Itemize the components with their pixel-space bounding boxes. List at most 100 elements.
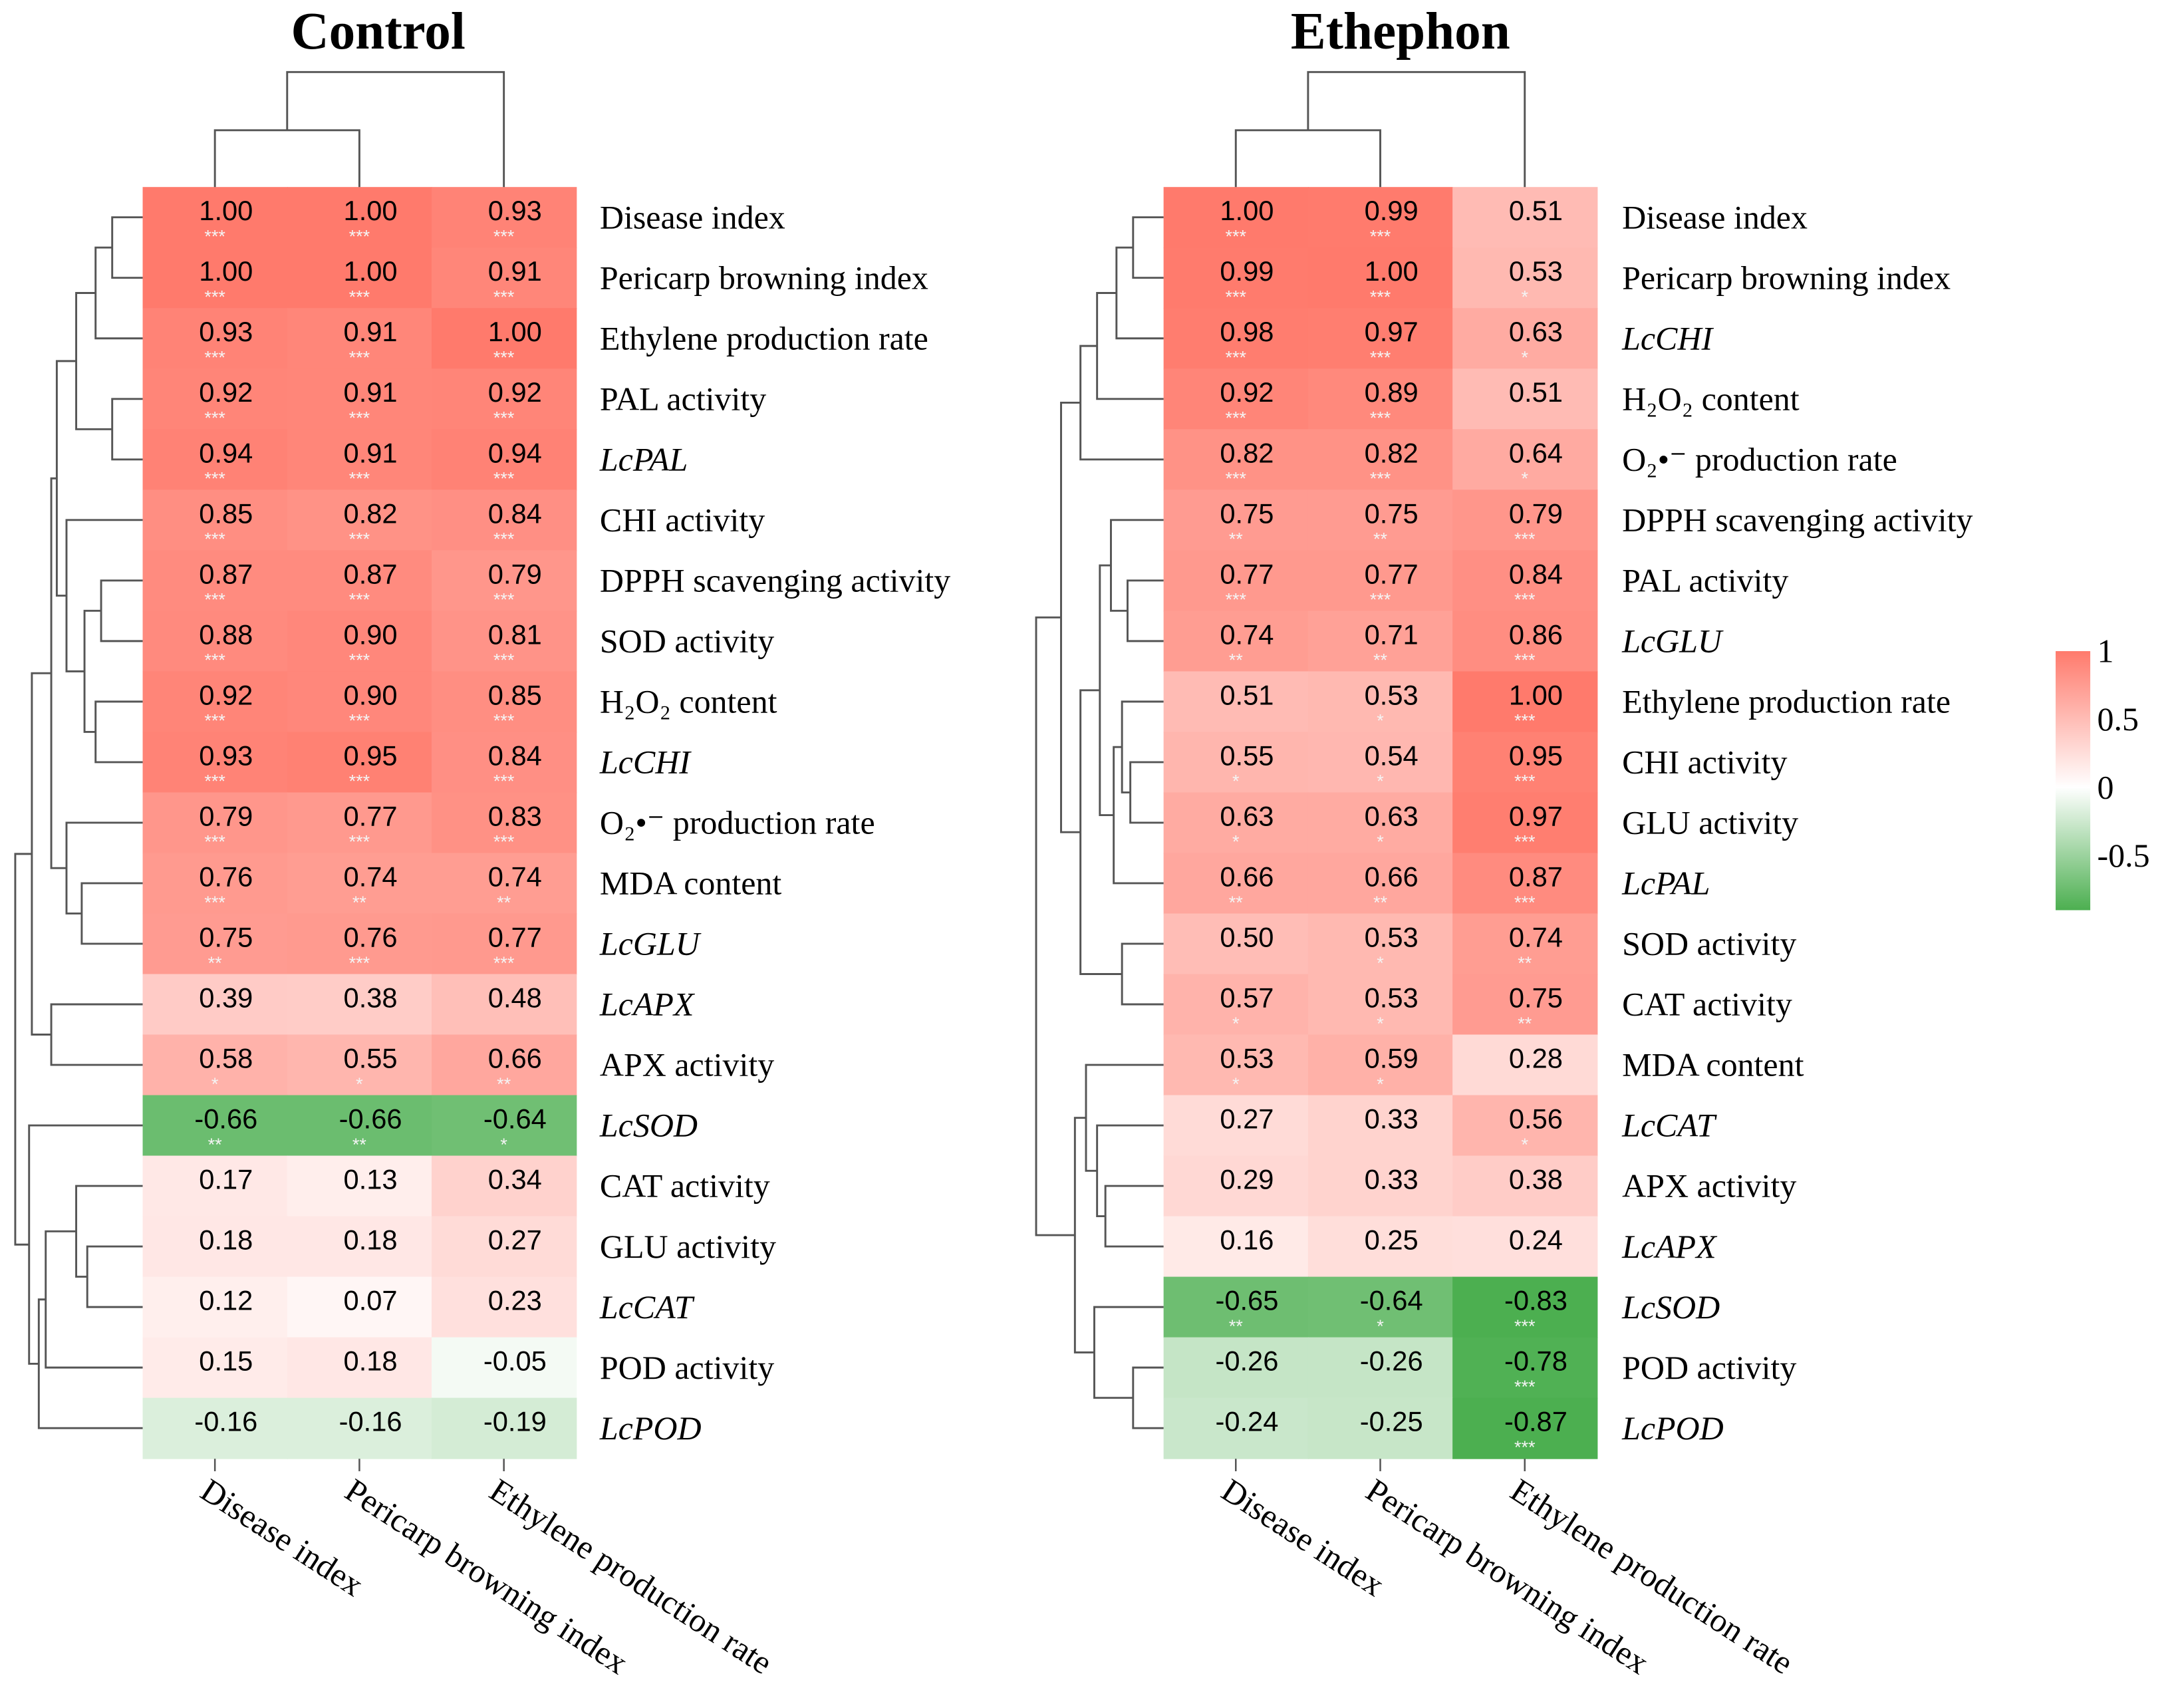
heatmap-cell — [432, 187, 577, 249]
cell-value-label: -0.64 — [483, 1103, 547, 1135]
cell-value-label: 0.82 — [1365, 437, 1419, 468]
cell-value-label: 0.84 — [1509, 558, 1563, 589]
cell-value-label: 0.51 — [1220, 679, 1274, 710]
column-dendrogram — [213, 71, 505, 188]
cell-value-label: 0.76 — [199, 861, 253, 892]
significance-stars: * — [1377, 952, 1384, 973]
column-label: Disease index — [1215, 1471, 1391, 1604]
cell-value-label: 0.17 — [199, 1164, 253, 1195]
control-title: Control — [291, 3, 466, 61]
row-label: O₂•⁻ production rate — [1622, 440, 1897, 478]
row-label: LcPOD — [1621, 1409, 1724, 1447]
cell-value-label: 0.77 — [1220, 558, 1274, 589]
cell-value-label: 0.92 — [199, 376, 253, 408]
cell-value-label: -0.05 — [483, 1346, 547, 1377]
significance-stars: *** — [349, 710, 370, 731]
cell-value-label: 0.07 — [344, 1285, 398, 1316]
cell-value-label: 1.00 — [344, 195, 398, 226]
heatmap-cell — [142, 550, 288, 612]
heatmap-cell — [142, 611, 288, 672]
ethephon-heatmap: 1.00***0.99***0.51 Disease index0.99***1.… — [1035, 71, 1972, 1681]
cell-value-label: 0.87 — [344, 558, 398, 589]
significance-stars: *** — [493, 952, 515, 973]
heatmap-cell — [287, 611, 433, 672]
cell-value-label: 0.54 — [1365, 740, 1419, 771]
cell-value-label: 0.85 — [199, 498, 253, 529]
heatmap-cell — [1163, 308, 1309, 370]
cell-value-label: 0.93 — [199, 316, 253, 347]
significance-stars: * — [1521, 468, 1528, 489]
significance-stars: *** — [349, 408, 370, 428]
control-heatmap: 1.00***1.00***0.93***Disease index1.00**… — [14, 71, 950, 1681]
cell-value-label: 0.33 — [1365, 1103, 1419, 1135]
cell-value-label: 1.00 — [344, 255, 398, 287]
heatmap-cell — [1452, 550, 1598, 612]
significance-stars: * — [356, 1073, 363, 1094]
row-dendrogram — [1035, 216, 1164, 1429]
cell-value-label: 0.74 — [1220, 619, 1274, 650]
significance-stars: *** — [1370, 589, 1391, 610]
cell-value-label: 0.76 — [344, 921, 398, 952]
heatmap-cell — [1452, 913, 1598, 975]
cell-value-label: 0.66 — [1220, 861, 1274, 892]
cell-value-label: 0.75 — [1365, 498, 1419, 529]
heatmap-cell — [1452, 1337, 1598, 1399]
color-legend: 1 0.5 0 -0.5 — [2056, 633, 2150, 911]
cell-value-label: 0.99 — [1365, 195, 1419, 226]
heatmap-cell — [1452, 974, 1598, 1036]
heatmap-cell — [287, 792, 433, 854]
significance-stars: *** — [1225, 287, 1246, 307]
heatmap-cell — [1452, 247, 1598, 309]
heatmap-cell — [1307, 550, 1454, 612]
heatmap-cell — [1307, 732, 1454, 793]
significance-stars: ** — [208, 952, 223, 973]
heatmap-cell — [432, 368, 577, 430]
heatmap-cell — [1452, 792, 1598, 854]
significance-stars: *** — [1514, 1437, 1536, 1457]
heatmap-cell — [1163, 1095, 1309, 1157]
cell-value-label: 1.00 — [199, 195, 253, 226]
heatmap-cell — [1307, 1276, 1454, 1338]
cell-value-label: 1.00 — [1220, 195, 1274, 226]
heatmap-cell — [432, 853, 577, 915]
heatmap-cell — [1163, 247, 1309, 309]
cell-value-label: 0.28 — [1509, 1042, 1563, 1073]
heatmap-cell — [1307, 490, 1454, 551]
heatmap-cell — [1163, 368, 1309, 430]
cell-value-label: -0.25 — [1360, 1406, 1423, 1437]
cell-value-label: 1.00 — [488, 316, 542, 347]
significance-stars: ** — [497, 892, 511, 913]
cell-value-label: -0.24 — [1215, 1406, 1278, 1437]
cell-value-label: 0.57 — [1220, 982, 1274, 1013]
cell-value-label: 0.95 — [1509, 740, 1563, 771]
cell-value-label: 0.92 — [488, 376, 542, 408]
significance-stars: *** — [1514, 771, 1536, 791]
significance-stars: ** — [352, 892, 367, 913]
cell-value-label: 0.27 — [1220, 1103, 1274, 1135]
cell-value-label: 0.53 — [1365, 921, 1419, 952]
cell-value-label: 0.92 — [1220, 376, 1274, 408]
heatmap-cell — [432, 792, 577, 854]
cell-value-label: 0.91 — [344, 437, 398, 468]
heatmap-cell — [142, 1276, 288, 1338]
heatmap-cell — [1452, 1155, 1598, 1217]
cell-value-label: 0.74 — [344, 861, 398, 892]
significance-stars: *** — [1514, 831, 1536, 852]
heatmap-cell — [1307, 368, 1454, 430]
heatmap-cell — [287, 187, 433, 249]
cell-value-label: -0.16 — [194, 1406, 257, 1437]
cell-value-label: 0.95 — [344, 740, 398, 771]
significance-stars: *** — [1514, 710, 1536, 731]
significance-stars: ** — [497, 1073, 511, 1094]
column-label: Disease index — [194, 1471, 370, 1604]
heatmap-cell — [1452, 187, 1598, 249]
cell-value-label: 0.74 — [1509, 921, 1563, 952]
heatmap-cell — [432, 974, 577, 1036]
heatmap-cell — [287, 368, 433, 430]
heatmap-cell — [287, 671, 433, 733]
heatmap-cell — [1452, 1034, 1598, 1096]
cell-value-label: 0.91 — [344, 376, 398, 408]
heatmap-cell — [287, 1034, 433, 1096]
cell-value-label: 0.91 — [488, 255, 542, 287]
cell-value-label: 0.71 — [1365, 619, 1419, 650]
